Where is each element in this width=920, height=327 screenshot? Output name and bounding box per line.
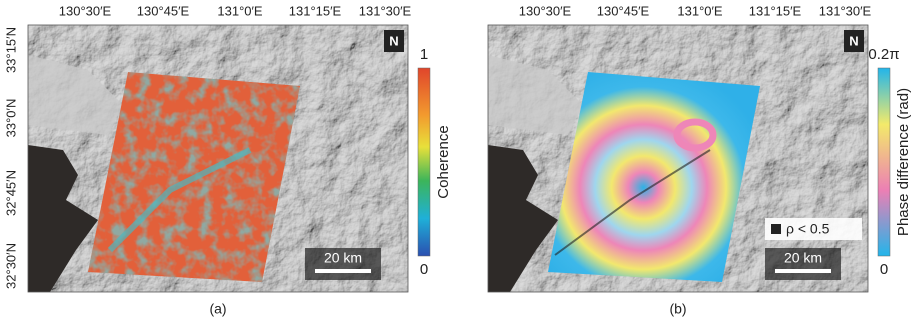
map-panel: ρ < 0.5 20 km N [488,25,868,292]
scale-bar [315,269,371,273]
colorbar-max-label: 0.2π [868,46,899,63]
longitude-label: 131°15′E [289,3,342,18]
scale-label: 20 km [784,250,822,266]
longitude-label: 131°30′E [359,3,412,18]
colorbar-max-label: 1 [420,46,428,63]
north-label: N [389,33,398,48]
north-label: N [849,33,858,48]
longitude-label: 131°30′E [819,3,872,18]
longitude-label: 130°45′E [137,3,190,18]
latitude-label: 32°45′N [3,170,18,216]
latitude-label: 33°0′N [3,99,18,138]
legend-swatch [771,224,781,234]
scale-label: 20 km [324,250,362,266]
scale-bar [775,269,831,273]
longitude-label: 130°30′E [59,3,112,18]
longitude-label: 131°0′E [677,3,723,18]
colorbar [878,68,890,256]
latitude-label: 33°15′N [3,27,18,73]
figure: 20 km N 130°30′E 130°45′E 131°0′E 131°15′E 131… [0,0,920,322]
legend-label: ρ < 0.5 [786,221,830,237]
longitude-label: 131°15′E [749,3,802,18]
panel-caption: (a) [209,301,226,317]
colorbar-title: Coherence [435,125,452,198]
longitude-label: 131°0′E [217,3,263,18]
colorbar [418,68,430,256]
latitude-label: 32°30′N [3,243,18,289]
page: {"panels": [ {"caption": "(a)", "longitu… [0,0,920,322]
longitude-label: 130°30′E [519,3,572,18]
longitude-label: 130°45′E [597,3,650,18]
colorbar-min-label: 0 [880,261,888,278]
colorbar-min-label: 0 [420,261,428,278]
map-panel: 20 km N [28,25,408,292]
panel-caption: (b) [669,301,686,317]
colorbar-title: Phase difference (rad) [895,88,912,236]
